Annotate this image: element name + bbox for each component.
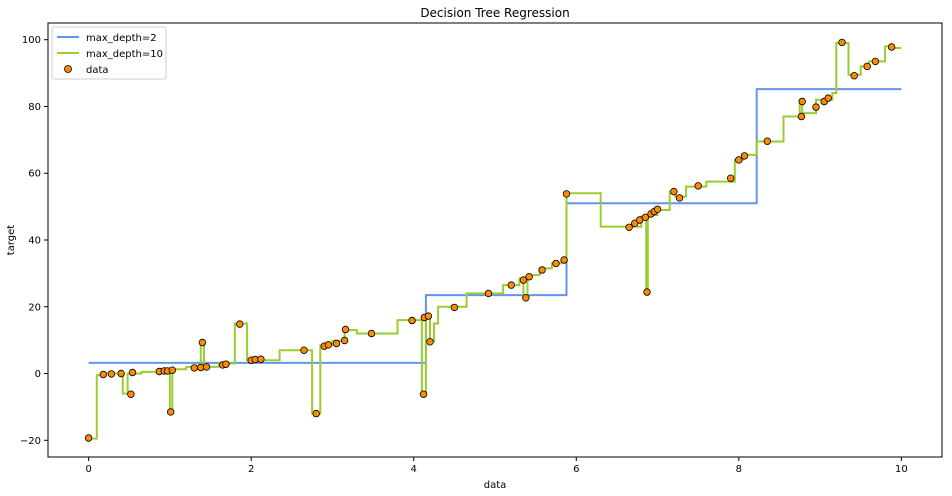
x-tick-label: 6 xyxy=(573,464,579,475)
data-point xyxy=(312,409,320,418)
data-point xyxy=(166,408,175,416)
data-point xyxy=(408,316,416,325)
data-point xyxy=(797,112,806,121)
y-tick-label: 0 xyxy=(35,369,41,380)
chart-title: Decision Tree Regression xyxy=(420,6,569,20)
legend-marker-data xyxy=(64,65,72,73)
data-point xyxy=(562,190,571,198)
data-point xyxy=(202,363,211,371)
data-point xyxy=(236,320,244,328)
data-point xyxy=(887,43,896,51)
data-point xyxy=(838,38,846,47)
y-axis-label: target xyxy=(6,225,17,255)
x-tick-label: 8 xyxy=(736,464,742,475)
data-point xyxy=(117,369,125,378)
data-point xyxy=(525,273,533,281)
y-tick-label: −20 xyxy=(20,436,41,447)
data-point xyxy=(538,266,546,274)
x-tick-label: 10 xyxy=(895,464,908,475)
data-point xyxy=(625,223,633,231)
data-point xyxy=(871,57,880,66)
y-tick-label: 40 xyxy=(28,236,41,247)
data-point xyxy=(694,182,702,190)
data-point xyxy=(257,355,265,363)
plot-area xyxy=(84,38,902,442)
data-point xyxy=(675,194,684,202)
legend-label-data: data xyxy=(86,65,109,76)
data-point xyxy=(560,256,568,264)
x-tick-label: 4 xyxy=(411,464,417,475)
data-point xyxy=(128,368,137,377)
data-point xyxy=(190,364,198,372)
x-tick-label: 2 xyxy=(248,464,254,475)
data-point xyxy=(812,103,820,111)
data-point xyxy=(419,390,428,398)
data-point xyxy=(168,366,176,374)
legend-box xyxy=(51,26,167,80)
legend: max_depth=2 max_depth=10 data xyxy=(51,26,167,80)
x-axis-label: data xyxy=(484,480,507,491)
y-tick-label: 20 xyxy=(28,302,41,313)
data-point xyxy=(507,281,515,289)
data-point xyxy=(484,289,493,298)
data-point xyxy=(424,312,433,320)
y-tick-label: 80 xyxy=(28,102,41,113)
data-point xyxy=(653,205,662,213)
data-point xyxy=(727,174,735,182)
y-tick-label: 100 xyxy=(22,35,41,46)
data-point xyxy=(340,336,349,345)
data-point xyxy=(641,213,650,221)
axes-frame xyxy=(47,22,943,458)
legend-label-max-depth-2: max_depth=2 xyxy=(86,33,157,44)
data-point xyxy=(300,346,308,354)
data-point xyxy=(763,137,771,145)
data-point xyxy=(740,152,749,160)
axis-ticks: 0 2 4 6 8 10 −20 0 20 40 60 80 100 xyxy=(20,35,908,475)
data-point xyxy=(222,360,230,368)
data-point xyxy=(332,339,341,348)
data-point xyxy=(367,329,376,338)
data-point xyxy=(670,187,678,196)
data-point xyxy=(522,294,530,302)
data-point xyxy=(84,434,93,442)
legend-label-max-depth-10: max_depth=10 xyxy=(86,49,163,60)
data-point xyxy=(850,71,858,80)
y-tick-label: 60 xyxy=(28,169,41,180)
data-point xyxy=(643,288,651,296)
data-point xyxy=(552,259,560,268)
data-point xyxy=(324,341,333,349)
data-point xyxy=(735,156,743,164)
data-point xyxy=(519,276,528,284)
data-point xyxy=(341,325,350,334)
data-point xyxy=(863,62,871,71)
data-point xyxy=(824,94,832,102)
data-point xyxy=(99,370,107,379)
data-point xyxy=(798,97,806,106)
data-point xyxy=(198,338,207,347)
x-tick-label: 0 xyxy=(85,464,91,475)
data-point xyxy=(426,338,434,346)
data-point xyxy=(450,303,459,312)
data-point xyxy=(127,390,135,398)
data-point xyxy=(107,370,116,378)
